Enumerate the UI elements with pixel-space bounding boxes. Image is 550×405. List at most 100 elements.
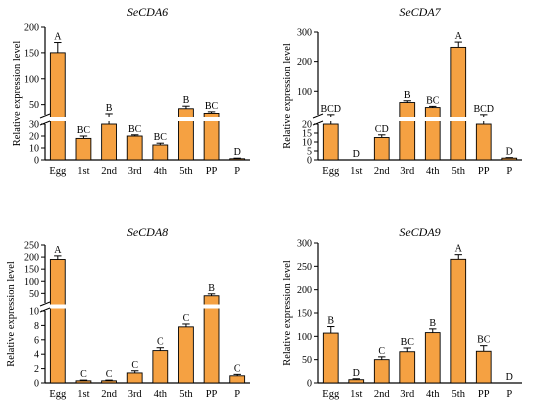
axis-break-mark — [39, 113, 51, 119]
bar-Egg — [322, 332, 339, 384]
y-tick-label: 150 — [24, 48, 39, 59]
chart-title: SeCDA7 — [399, 5, 441, 19]
x-tick-label: PP — [206, 389, 218, 400]
significance-label: C — [157, 337, 164, 348]
x-tick-label: PP — [206, 166, 218, 177]
significance-label: B — [208, 283, 215, 294]
chart-title: SeCDA9 — [399, 225, 440, 239]
x-tick-label: 2nd — [101, 389, 118, 400]
x-tick-label: 3rd — [400, 389, 415, 400]
x-tick-label: P — [234, 166, 240, 177]
y-tick-label: 100 — [297, 87, 312, 98]
y-tick-label: 20 — [29, 132, 39, 143]
panel-SeCDA9: SeCDA9 Relative expression level 0 50 100 150… — [282, 225, 522, 400]
x-tick-label: 1st — [350, 389, 362, 400]
axis-break-mark — [39, 120, 51, 126]
y-tick-label: 150 — [24, 265, 39, 276]
significance-label: BC — [477, 335, 491, 346]
bar-3rd — [399, 102, 416, 161]
significance-label: BC — [401, 337, 415, 348]
x-tick-label: 2nd — [374, 166, 391, 177]
axis-break-gap — [312, 117, 524, 121]
bar-PP — [475, 123, 492, 161]
significance-label: D — [353, 368, 360, 379]
y-tick-label: 20 — [302, 120, 312, 131]
bar-5th — [450, 258, 467, 384]
x-tick-label: Egg — [322, 389, 340, 400]
significance-label: CD — [375, 124, 389, 135]
x-tick-label: 4th — [426, 166, 440, 177]
y-tick-label: 100 — [24, 277, 39, 288]
bar-1st — [75, 137, 92, 161]
x-tick-label: 1st — [350, 166, 362, 177]
x-tick-label: 5th — [452, 166, 466, 177]
y-tick-label: 2 — [34, 364, 39, 375]
y-tick-label: 10 — [302, 138, 312, 149]
y-tick-label: 50 — [29, 289, 39, 300]
bar-4th — [152, 350, 169, 384]
bar-5th — [450, 46, 467, 161]
y-axis-label: Relative expression level — [282, 260, 293, 366]
bar-1st — [75, 380, 92, 384]
y-tick-label: 200 — [297, 285, 312, 296]
bar-Egg — [49, 259, 66, 384]
x-tick-label: 3rd — [400, 166, 415, 177]
significance-label: B — [183, 95, 190, 106]
x-tick-label: 5th — [452, 389, 466, 400]
y-tick-label: 30 — [29, 120, 39, 131]
significance-label: A — [54, 32, 62, 43]
significance-label: C — [131, 360, 138, 371]
y-axis-label: Relative expression level — [6, 261, 17, 367]
bar-P — [501, 157, 518, 161]
significance-label: B — [327, 316, 334, 327]
chart-title: SeCDA6 — [127, 5, 168, 19]
y-tick-label: 300 — [297, 239, 312, 250]
y-tick-label: 200 — [24, 253, 39, 264]
x-tick-label: 4th — [154, 166, 168, 177]
significance-label: BC — [154, 132, 168, 143]
y-tick-label: 5 — [307, 147, 312, 158]
bar-3rd — [399, 351, 416, 384]
bar-2nd — [101, 380, 117, 384]
axis-break-mark — [312, 113, 324, 119]
significance-label: C — [80, 369, 87, 380]
x-tick-label: Egg — [49, 166, 67, 177]
x-tick-label: Egg — [49, 389, 67, 400]
bar-Egg — [49, 52, 66, 161]
x-tick-label: 5th — [179, 389, 193, 400]
bar-5th — [178, 326, 194, 384]
y-tick-label: 10 — [29, 307, 39, 318]
significance-label: A — [455, 31, 463, 42]
significance-label: D — [506, 147, 513, 158]
bar-P — [229, 158, 246, 161]
significance-label: C — [234, 363, 241, 374]
significance-label: D — [234, 147, 241, 158]
significance-label: A — [455, 244, 463, 255]
axis-break-mark — [39, 307, 51, 313]
axis-break-gap — [39, 304, 252, 309]
bar-1st — [348, 379, 365, 384]
x-tick-label: 2nd — [374, 389, 391, 400]
bar-4th — [424, 332, 441, 384]
significance-label: BC — [426, 95, 440, 106]
bar-2nd — [373, 359, 390, 384]
significance-label: D — [353, 149, 360, 160]
y-axis-label: Relative expression level — [12, 41, 23, 147]
y-tick-label: 200 — [24, 23, 39, 34]
y-tick-label: 4 — [34, 350, 39, 361]
y-tick-label: 0 — [307, 156, 312, 167]
significance-label: A — [54, 245, 62, 256]
x-tick-label: 1st — [77, 389, 89, 400]
significance-label: D — [506, 372, 513, 383]
significance-label: BC — [128, 124, 142, 135]
y-tick-label: 6 — [34, 335, 39, 346]
x-tick-label: P — [234, 389, 240, 400]
y-tick-label: 250 — [297, 262, 312, 273]
bar-4th — [424, 107, 441, 161]
bar-PP — [203, 295, 220, 384]
bar-Egg — [322, 123, 339, 161]
significance-label: BC — [205, 101, 219, 112]
y-tick-label: 0 — [34, 379, 39, 390]
